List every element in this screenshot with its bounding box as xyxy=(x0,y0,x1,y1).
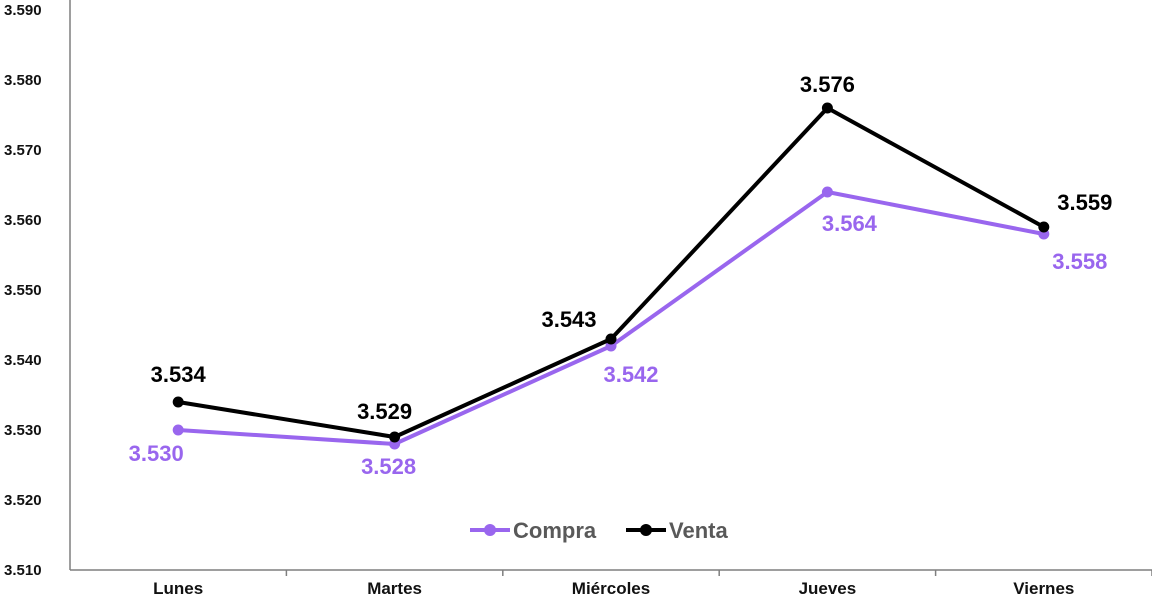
series-group xyxy=(172,102,1050,450)
data-label-venta: 3.534 xyxy=(151,362,207,387)
series-line-venta xyxy=(177,106,1045,439)
data-point-venta xyxy=(172,396,184,408)
x-tick-label: Lunes xyxy=(153,579,203,598)
series-line-compra xyxy=(178,190,1045,446)
data-labels: 3.530 3.528 3.542 3.564 3.558 3.534 3.529 3.543… xyxy=(129,72,1113,479)
data-point-compra xyxy=(172,424,184,436)
x-tick-label: Viernes xyxy=(1013,579,1074,598)
data-label-compra: 3.558 xyxy=(1052,249,1107,274)
data-label-compra: 3.564 xyxy=(822,211,878,236)
data-point-venta xyxy=(389,431,401,443)
y-tick-label: 3.570 xyxy=(4,142,42,159)
y-tick-label: 3.520 xyxy=(4,492,42,509)
y-tick-label: 3.530 xyxy=(4,422,42,439)
x-tick-label: Miércoles xyxy=(572,579,650,598)
data-point-venta xyxy=(821,102,833,114)
data-label-venta: 3.529 xyxy=(357,399,412,424)
legend: Compra Venta xyxy=(470,518,728,543)
data-label-compra: 3.542 xyxy=(603,362,658,387)
x-tick-label: Martes xyxy=(367,579,422,598)
data-point-venta xyxy=(1038,221,1050,233)
data-label-venta: 3.543 xyxy=(541,307,596,332)
y-tick-label: 3.580 xyxy=(4,72,42,89)
data-point-venta xyxy=(605,333,617,345)
data-label-venta: 3.559 xyxy=(1057,190,1112,215)
axes: 3.510 3.520 3.530 3.540 3.550 3.560 3.570 3.580… xyxy=(4,0,1152,598)
legend-marker-compra xyxy=(484,524,496,536)
y-tick-label: 3.510 xyxy=(4,562,42,579)
data-label-venta: 3.576 xyxy=(800,72,855,97)
legend-marker-venta xyxy=(640,524,652,536)
data-label-compra: 3.528 xyxy=(361,454,416,479)
y-tick-label: 3.590 xyxy=(4,2,42,19)
legend-label-compra: Compra xyxy=(513,518,597,543)
y-tick-label: 3.540 xyxy=(4,352,42,369)
legend-label-venta: Venta xyxy=(669,518,728,543)
y-tick-label: 3.560 xyxy=(4,212,42,229)
data-label-compra: 3.530 xyxy=(129,441,184,466)
y-tick-label: 3.550 xyxy=(4,282,42,299)
data-point-compra xyxy=(821,186,833,198)
x-tick-label: Jueves xyxy=(799,579,857,598)
